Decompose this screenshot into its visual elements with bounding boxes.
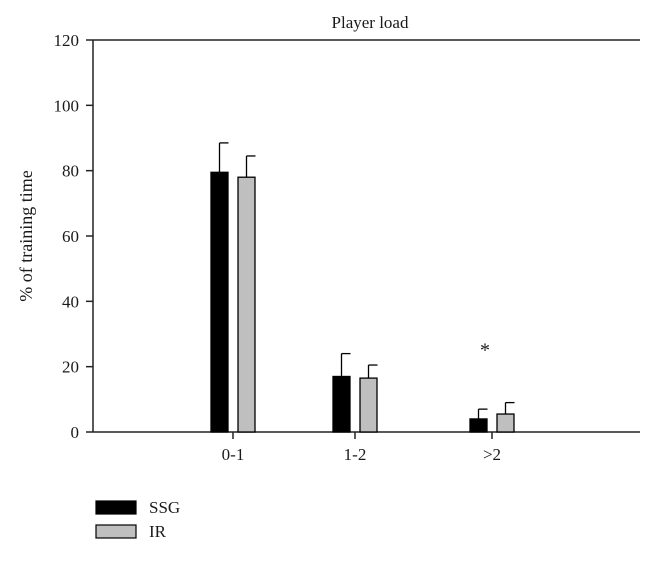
legend: SSG IR	[95, 498, 180, 541]
x-tick-label: 0-1	[222, 445, 245, 464]
y-ticks: 0 20 40 60 80 100 120	[54, 31, 93, 442]
chart-title: Player load	[332, 13, 409, 32]
bar-ssg	[469, 418, 488, 433]
x-tick-label: >2	[483, 445, 501, 464]
legend-label-ssg: SSG	[149, 498, 180, 517]
error-bars	[218, 142, 515, 419]
annotations: *	[480, 339, 490, 361]
y-tick-label: 20	[62, 358, 79, 377]
legend-swatch-ssg	[95, 500, 137, 515]
y-tick-label: 60	[62, 227, 79, 246]
y-tick-label: 0	[71, 423, 80, 442]
legend-swatch-ir	[95, 524, 137, 539]
y-tick-label: 120	[54, 31, 80, 50]
axes	[92, 39, 640, 433]
bar-ir	[359, 377, 378, 433]
x-ticks: 0-1 1-2 >2	[222, 432, 501, 464]
y-tick-label: 40	[62, 292, 79, 311]
bar-ssg	[210, 171, 229, 433]
y-axis-label: % of training time	[16, 170, 36, 301]
y-tick-label: 80	[62, 162, 79, 181]
y-tick-label: 100	[54, 96, 80, 115]
x-tick-label: 1-2	[344, 445, 367, 464]
bar-ir	[496, 413, 515, 433]
significance-asterisk: *	[480, 339, 490, 361]
bar-ir	[237, 176, 256, 433]
bar-ssg	[332, 375, 351, 433]
bars	[210, 171, 515, 433]
legend-label-ir: IR	[149, 522, 167, 541]
